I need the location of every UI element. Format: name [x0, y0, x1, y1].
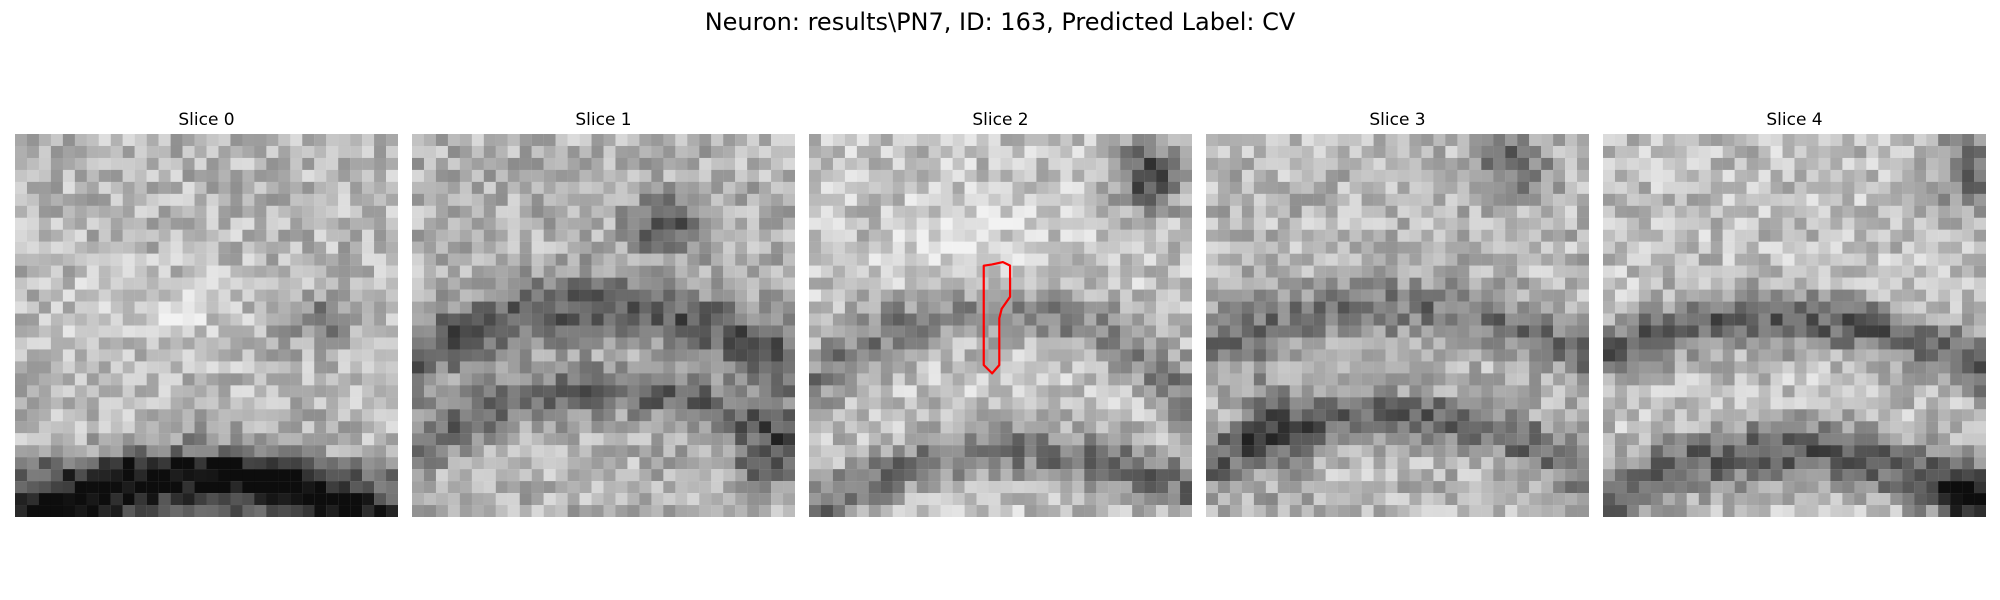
slice-image-0	[15, 134, 398, 517]
slice-title-2: Slice 2	[972, 110, 1029, 130]
slice-pixels-1	[412, 134, 795, 517]
slice-title-0: Slice 0	[178, 110, 235, 130]
slice-panel-0: Slice 0	[15, 108, 398, 518]
slice-image-3	[1206, 134, 1589, 517]
slice-panel-1: Slice 1	[412, 108, 795, 518]
slice-title-3: Slice 3	[1369, 110, 1426, 130]
segmentation-contour	[982, 260, 1012, 375]
slice-title-1: Slice 1	[575, 110, 632, 130]
figure-title: Neuron: results\PN7, ID: 163, Predicted …	[704, 8, 1296, 36]
slice-pixels-4	[1603, 134, 1986, 517]
slice-title-4: Slice 4	[1766, 110, 1823, 130]
slice-panel-4: Slice 4	[1603, 108, 1986, 518]
slice-pixels-2	[809, 134, 1192, 517]
slice-image-1	[412, 134, 795, 517]
slice-pixels-3	[1206, 134, 1589, 517]
slice-pixels-0	[15, 134, 398, 517]
slice-image-2	[809, 134, 1192, 517]
slice-panel-3: Slice 3	[1206, 108, 1589, 518]
slice-panel-2: Slice 2	[809, 108, 1192, 518]
slice-image-4	[1603, 134, 1986, 517]
